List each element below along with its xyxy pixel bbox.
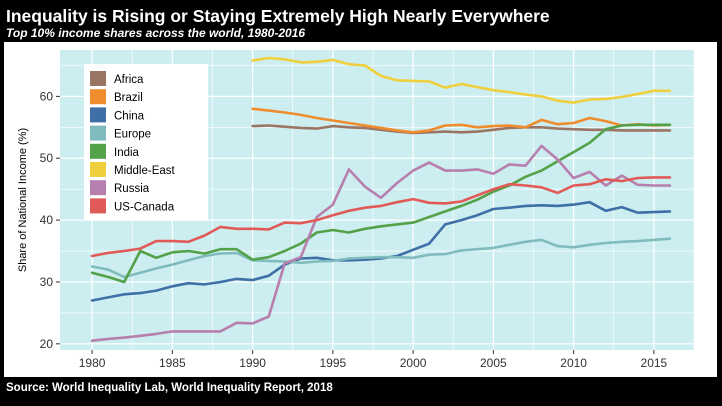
series-line-africa — [251, 124, 672, 135]
legend-label-india: India — [114, 147, 140, 159]
line-chart: 1980 1985 1990 1995 2000 2005 2010 2015 20 30 40 5… — [17, 50, 695, 370]
series-line-brazil — [251, 107, 672, 134]
y-axis-label: Share of National Income (%) — [17, 128, 29, 272]
legend-label-russia: Russia — [114, 183, 150, 195]
legend: Africa Brazil China Europe India Middle-East R… — [84, 64, 208, 220]
chart-title: Inequality is Rising or Staying Extremel… — [6, 6, 550, 26]
y-tick-label: 20 — [40, 337, 54, 351]
x-tick-label: 2010 — [560, 356, 587, 370]
chart-panel: 1980 1985 1990 1995 2000 2005 2010 2015 20 30 40 5… — [4, 42, 717, 377]
y-tick-label: 30 — [40, 275, 54, 289]
legend-label-china: China — [114, 110, 145, 122]
series-line-india — [90, 123, 672, 284]
x-tick-label: 2015 — [641, 356, 668, 370]
series-layer — [90, 56, 672, 342]
chart-subtitle: Top 10% income shares across the world, … — [6, 26, 306, 40]
legend-swatch-brazil — [90, 89, 106, 105]
series-line-europe — [90, 237, 672, 279]
x-axis: 1980 1985 1990 1995 2000 2005 2010 2015 — [79, 350, 668, 370]
legend-label-europe: Europe — [114, 129, 151, 141]
x-tick-label: 2000 — [400, 356, 427, 370]
x-tick-label: 1980 — [79, 356, 106, 370]
legend-swatch-europe — [90, 125, 106, 141]
y-tick-label: 50 — [40, 151, 54, 165]
legend-label-middle-east: Middle-East — [114, 165, 176, 177]
legend-swatch-us-canada — [90, 198, 106, 214]
legend-swatch-china — [90, 107, 106, 123]
series-line-us-canada — [90, 176, 672, 258]
legend-swatch-africa — [90, 71, 106, 86]
legend-swatch-middle-east — [90, 162, 106, 177]
legend-swatch-russia — [90, 180, 106, 196]
legend-label-africa: Africa — [114, 74, 144, 86]
legend-label-us-canada: US-Canada — [114, 201, 175, 213]
legend-swatch-india — [90, 143, 106, 159]
y-axis: 20 30 40 50 60 — [40, 89, 60, 351]
source-note: Source: World Inequality Lab, World Ineq… — [6, 382, 333, 394]
x-tick-label: 1985 — [159, 356, 186, 370]
x-tick-label: 2005 — [480, 356, 507, 370]
series-line-russia — [90, 144, 672, 342]
y-tick-label: 60 — [40, 89, 54, 103]
series-line-middle-east — [251, 56, 672, 104]
legend-box — [84, 64, 208, 220]
x-tick-label: 1995 — [320, 356, 347, 370]
legend-label-brazil: Brazil — [114, 92, 143, 104]
y-tick-label: 40 — [40, 213, 54, 227]
x-tick-label: 1990 — [239, 356, 266, 370]
